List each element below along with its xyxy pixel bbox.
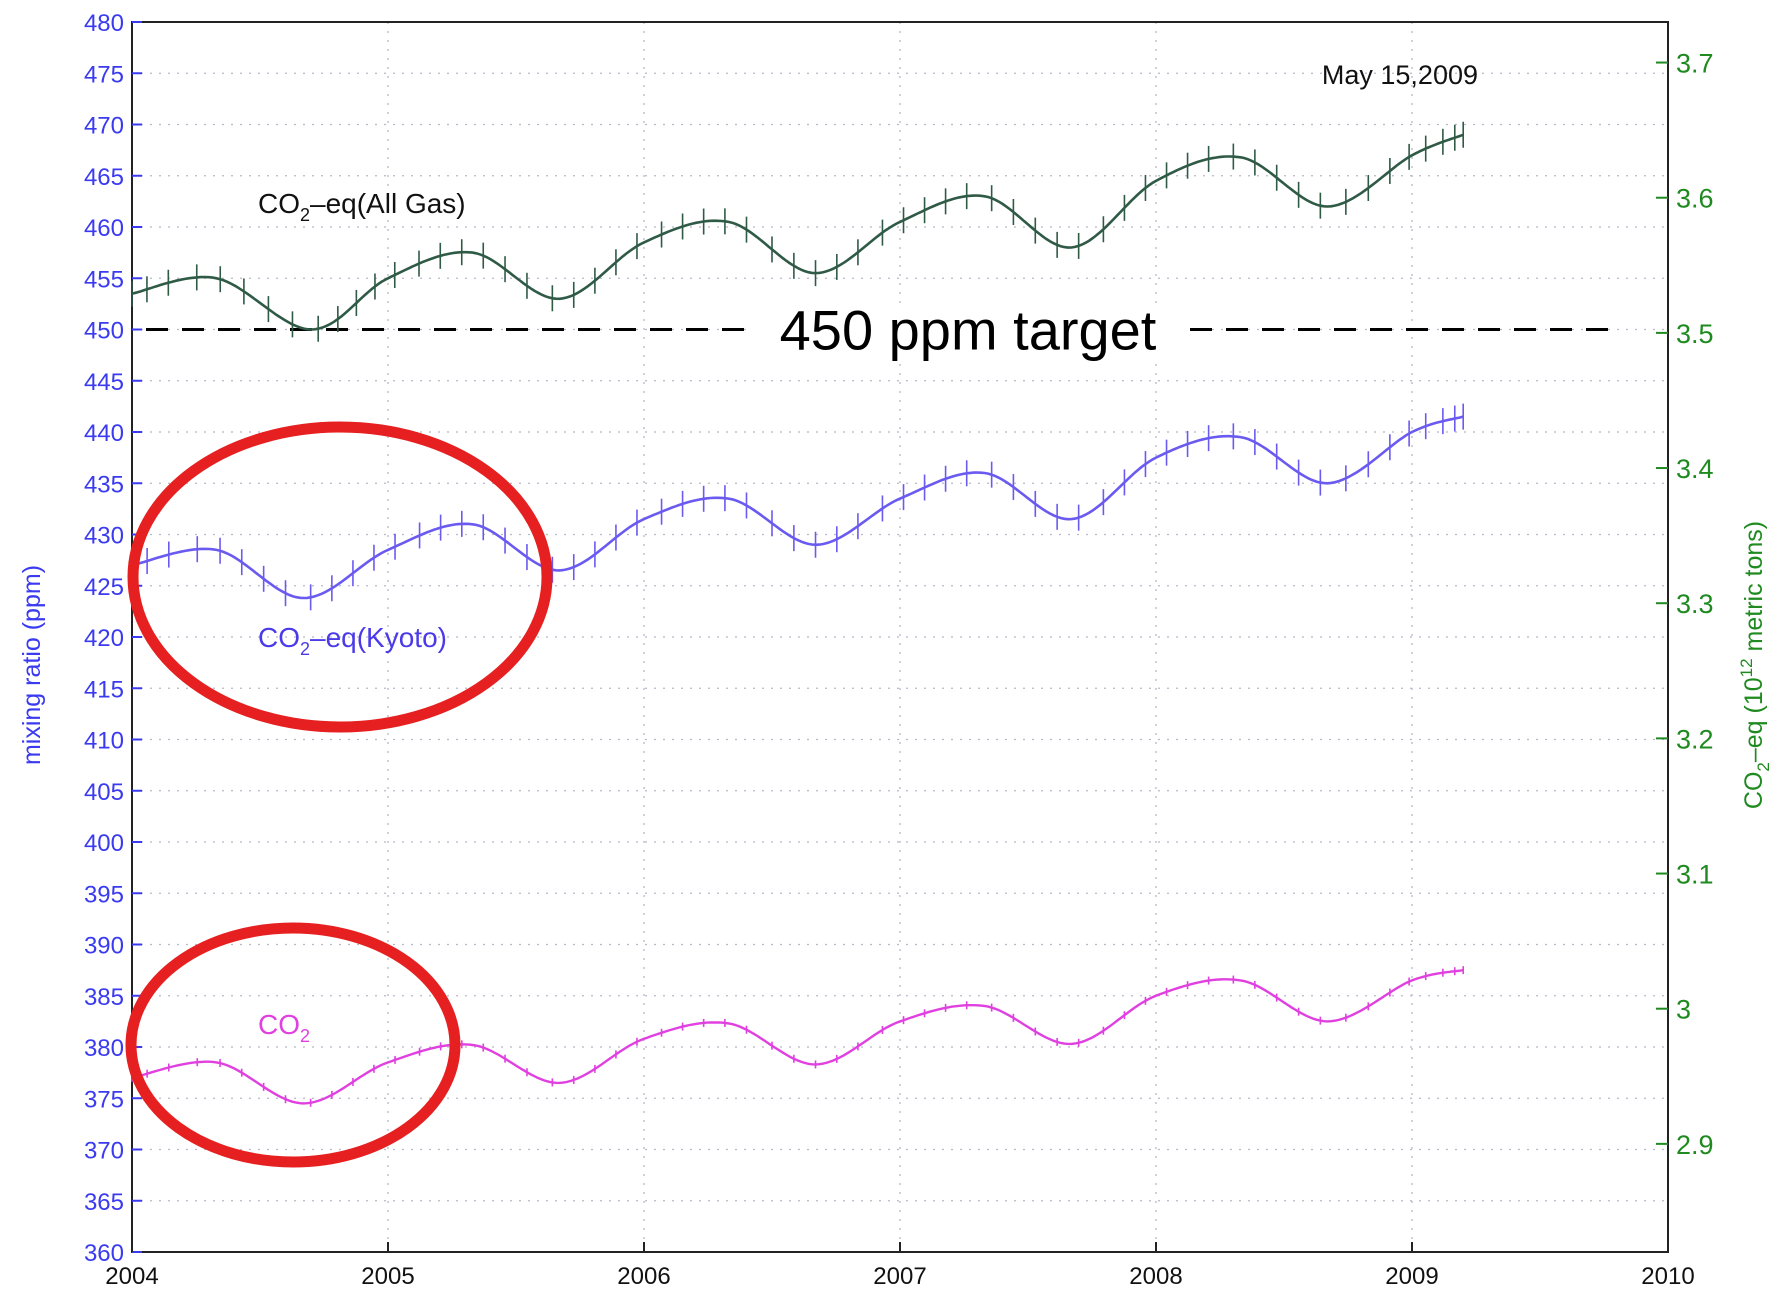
y-tick-label: 385	[84, 984, 124, 1011]
date-label: May 15,2009	[1322, 60, 1478, 90]
y-tick-label: 375	[84, 1086, 124, 1113]
x-tick-label: 2005	[361, 1263, 414, 1290]
y-axis-title-left: mixing ratio (ppm)	[18, 565, 46, 765]
y-right-tick-label: 3	[1676, 995, 1691, 1025]
y-right-tick-label: 3.1	[1676, 860, 1714, 890]
y-tick-label: 430	[84, 523, 124, 550]
x-tick-label: 2007	[873, 1263, 926, 1290]
y-tick-label: 390	[84, 933, 124, 960]
x-tick-label: 2010	[1641, 1263, 1694, 1290]
x-tick-label: 2009	[1385, 1263, 1438, 1290]
series-2	[132, 966, 1463, 1107]
y-right-tick-label: 3.4	[1676, 454, 1714, 484]
series-1	[132, 404, 1463, 611]
y-tick-label: 460	[84, 215, 124, 242]
series-label-co2: CO2	[258, 1009, 310, 1046]
y-tick-label: 365	[84, 1189, 124, 1216]
y-right-tick-label: 3.6	[1676, 184, 1714, 214]
series-layer	[132, 122, 1463, 1107]
y-right-tick-label: 3.3	[1676, 589, 1714, 619]
y-right-tick-label: 3.2	[1676, 724, 1714, 754]
y-tick-label: 405	[84, 779, 124, 806]
y-tick-label: 470	[84, 113, 124, 140]
series-label-all-gas: CO2–eq(All Gas)	[258, 188, 466, 225]
y-tick-label: 440	[84, 420, 124, 447]
series-line	[132, 970, 1463, 1103]
y-tick-label: 420	[84, 625, 124, 652]
series-line	[132, 417, 1463, 598]
series-label-kyoto: CO2–eq(Kyoto)	[258, 622, 447, 659]
y-tick-label: 400	[84, 830, 124, 857]
highlight-circle-kyoto	[133, 427, 547, 727]
y-tick-label: 380	[84, 1035, 124, 1062]
y-tick-label: 425	[84, 574, 124, 601]
y-tick-label: 395	[84, 881, 124, 908]
y-right-tick-label: 2.9	[1676, 1130, 1714, 1160]
y-right-tick-label: 3.7	[1676, 49, 1714, 79]
target-label: 450 ppm target	[780, 299, 1157, 362]
y-tick-label: 435	[84, 471, 124, 498]
y-tick-label: 475	[84, 61, 124, 88]
y-tick-label: 480	[84, 10, 124, 37]
y-tick-label: 370	[84, 1138, 124, 1165]
y-tick-label: 465	[84, 164, 124, 191]
highlight-circle-co2	[131, 928, 455, 1162]
x-tick-label: 2006	[617, 1263, 670, 1290]
y-right-tick-label: 3.5	[1676, 319, 1714, 349]
y-tick-label: 415	[84, 676, 124, 703]
y-tick-label: 455	[84, 266, 124, 293]
y-tick-label: 410	[84, 728, 124, 755]
y-tick-label: 445	[84, 369, 124, 396]
y-tick-label: 450	[84, 318, 124, 345]
y-axis-title-right: CO2–eq (1012 metric tons)	[1737, 521, 1773, 809]
x-tick-label: 2008	[1129, 1263, 1182, 1290]
x-tick-label: 2004	[105, 1263, 158, 1290]
